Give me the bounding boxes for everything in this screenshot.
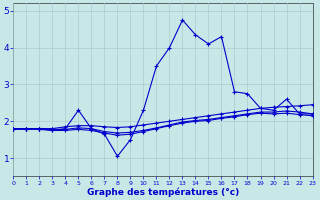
X-axis label: Graphe des températures (°c): Graphe des températures (°c) xyxy=(87,187,239,197)
